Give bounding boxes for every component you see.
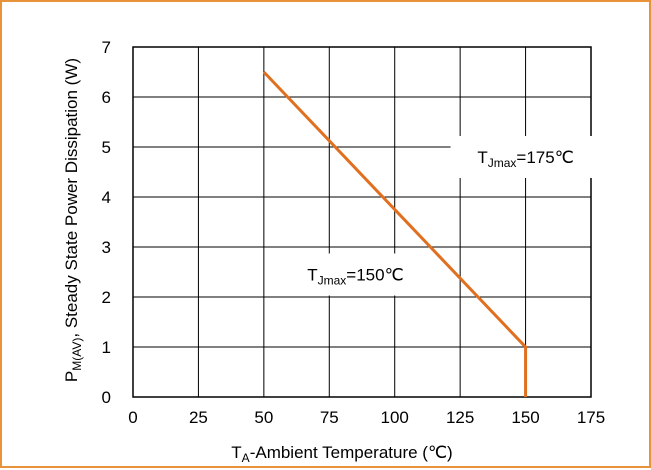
annotations: TJmax=175℃ TJmax=150℃	[280, 136, 601, 296]
y-tick-label: 2	[102, 288, 111, 307]
x-tick-label: 150	[511, 408, 539, 427]
annotation-background	[280, 253, 431, 296]
annotation-background	[450, 136, 601, 178]
x-tick-label: 0	[128, 408, 137, 427]
x-axis-title: TA-Ambient Temperature (℃)	[231, 443, 452, 465]
y-tick-label: 6	[102, 88, 111, 107]
y-tick-label: 7	[102, 38, 111, 57]
annotation-tjmax: TJmax=175℃	[450, 136, 601, 178]
tick-labels: 0 25 50 75 100 125 150 175 0 1 2 3 4 5 6 7	[102, 38, 606, 427]
y-tick-label: 0	[102, 388, 111, 407]
annotation-tjmax: TJmax=150℃	[280, 253, 431, 296]
y-axis-title: PM(AV), Steady State Power Dissipation (…	[62, 58, 84, 382]
x-tick-label: 75	[320, 408, 339, 427]
x-tick-label: 100	[381, 408, 409, 427]
plot-border	[132, 46, 592, 398]
y-tick-label: 5	[102, 138, 111, 157]
y-tick-label: 4	[102, 188, 111, 207]
x-tick-label: 50	[254, 408, 273, 427]
annotation-label: TJmax=150℃	[307, 266, 403, 288]
annotation-label: TJmax=175℃	[477, 148, 573, 170]
x-tick-label: 175	[577, 408, 605, 427]
series-layer	[262, 70, 528, 397]
x-tick-label: 25	[189, 408, 208, 427]
derating-curve	[262, 70, 528, 397]
x-tick-label: 125	[446, 408, 474, 427]
y-tick-label: 1	[102, 338, 111, 357]
y-tick-label: 3	[102, 238, 111, 257]
